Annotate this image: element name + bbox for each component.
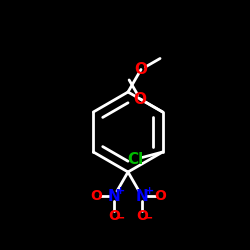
Text: O: O (134, 92, 146, 106)
Text: N: N (136, 189, 148, 204)
Text: +: + (116, 186, 126, 196)
Text: N: N (108, 189, 120, 204)
Text: O: O (134, 62, 147, 77)
Text: −: − (115, 212, 125, 225)
Text: O: O (108, 209, 120, 223)
Text: +: + (144, 186, 154, 196)
Text: O: O (154, 189, 166, 203)
Text: −: − (143, 212, 153, 225)
Text: Cl: Cl (128, 152, 144, 167)
Text: O: O (136, 209, 148, 223)
Text: O: O (90, 189, 102, 203)
